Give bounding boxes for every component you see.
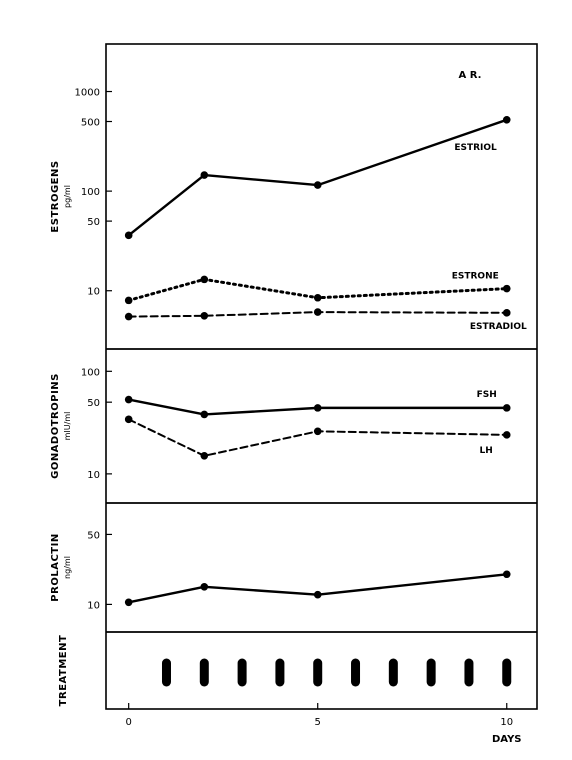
data-point (124, 415, 133, 424)
data-point (313, 427, 322, 436)
plot-frame (105, 43, 538, 710)
data-point (313, 308, 322, 316)
treatment-mark (388, 658, 398, 687)
data-point (502, 431, 511, 439)
y-axis-label: PROLACTIN (50, 533, 61, 601)
y-axis-label: ESTROGENS (50, 160, 61, 232)
data-point (313, 181, 322, 189)
y-tick-label: 10 (87, 470, 100, 481)
treatment-mark (161, 658, 171, 687)
data-point (502, 284, 511, 293)
treatment-mark (275, 658, 285, 687)
series-line-estrone (127, 277, 509, 302)
y-tick-label: 50 (87, 217, 100, 228)
y-axis-unit: mIU/ml (63, 412, 72, 441)
y-axis-unit: ng/ml (63, 556, 72, 579)
treatment-mark (237, 658, 247, 687)
data-point (200, 452, 209, 460)
series-line-lh (127, 418, 508, 457)
panel-prolactin: PROLACTIN ng/ml 10 50 (50, 530, 511, 611)
y-axis-label: TREATMENT (58, 635, 69, 707)
panel-gonadotropins: GONADOTROPINS mIU/ml 10 50 100 FSH LH (50, 367, 511, 481)
series-line-estradiol (127, 311, 508, 318)
data-point (124, 598, 133, 607)
series-line-prolactin (127, 573, 508, 604)
y-tick-label: 500 (81, 118, 100, 129)
y-axis-label: GONADOTROPINS (50, 373, 61, 479)
treatment-mark (502, 658, 512, 687)
panels: ESTROGENS pg/ml 10 50 100 500 1000 A R. ESTRIOL E… (50, 70, 527, 706)
y-tick-label: 1000 (75, 88, 100, 99)
series-label-fsh: FSH (477, 390, 497, 400)
treatment-mark (199, 658, 209, 687)
data-point (124, 296, 133, 305)
data-point (124, 395, 133, 404)
series-line-estriol (127, 118, 508, 237)
panel-treatment: TREATMENT (58, 635, 512, 707)
data-point (200, 275, 209, 284)
y-tick-label: 100 (81, 367, 100, 378)
data-point (200, 171, 209, 179)
y-tick-label: 50 (87, 530, 100, 541)
x-tick-label: 10 (500, 717, 513, 728)
data-point (502, 309, 511, 317)
data-point (502, 404, 511, 412)
data-point (313, 293, 322, 302)
y-axis-unit: pg/ml (63, 185, 72, 208)
plot-border (105, 43, 538, 710)
treatment-mark (313, 658, 323, 687)
panel-estrogens: ESTROGENS pg/ml 10 50 100 500 1000 A R. ESTRIOL E… (50, 70, 527, 332)
x-tick-label: 5 (315, 717, 321, 728)
series-label-estradiol: ESTRADIOL (470, 322, 527, 332)
series-line-fsh (127, 398, 508, 416)
y-tick-label: 10 (87, 600, 100, 611)
data-point (313, 590, 322, 599)
annotation: A R. (459, 70, 482, 81)
series-label-estriol: ESTRIOL (454, 143, 497, 153)
data-point (200, 312, 209, 320)
x-axis-label: DAYS (492, 734, 522, 745)
data-point (313, 404, 322, 412)
data-point (124, 312, 133, 321)
treatment-mark (351, 658, 361, 687)
data-point (502, 116, 511, 124)
data-point (200, 410, 209, 419)
data-point (200, 582, 209, 591)
x-tick-label: 0 (125, 717, 131, 728)
data-point (502, 570, 511, 579)
data-point (124, 231, 133, 240)
series-label-estrone: ESTRONE (452, 272, 499, 282)
y-tick-label: 50 (87, 398, 100, 409)
treatment-mark (464, 658, 474, 687)
y-tick-label: 10 (87, 287, 100, 298)
y-tick-label: 100 (81, 187, 100, 198)
treatment-mark (426, 658, 436, 687)
x-axis: 0 5 10 DAYS (125, 703, 522, 745)
series-label-lh: LH (479, 446, 492, 456)
